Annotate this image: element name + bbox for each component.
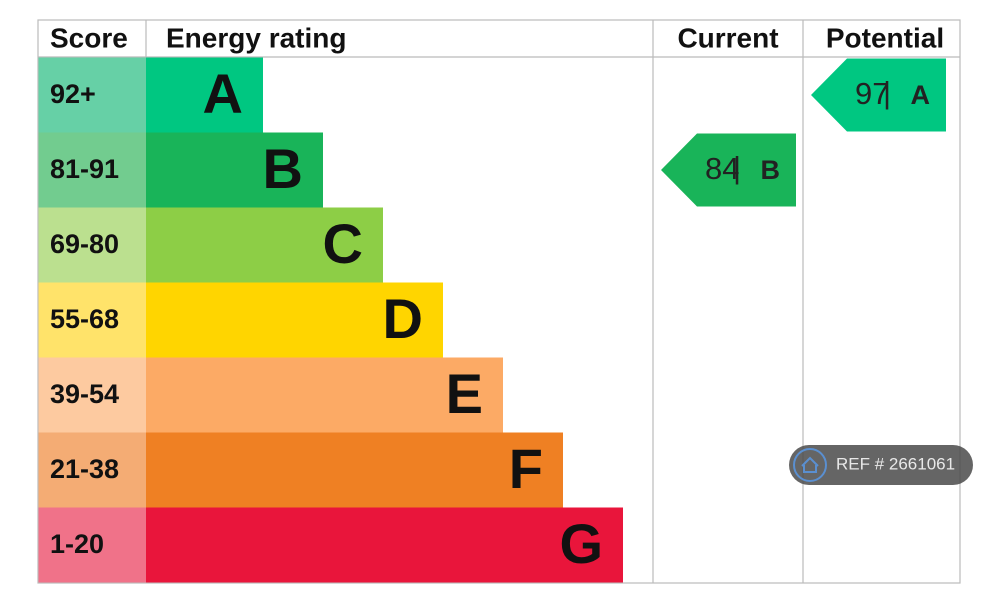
table-frame	[37, 19, 961, 584]
score-range: 92+	[50, 79, 96, 109]
score-range: 55-68	[50, 304, 119, 334]
current-score: 84	[705, 151, 739, 186]
current-letter: B	[761, 155, 781, 185]
score-cell	[38, 282, 146, 358]
badge-text: REF # 2661061	[836, 454, 955, 473]
band-bar	[146, 507, 623, 583]
potential-arrow	[811, 58, 946, 132]
band-letter: D	[383, 287, 423, 350]
score-cell	[38, 432, 146, 508]
score-range: 1-20	[50, 529, 104, 559]
potential-letter: A	[911, 80, 931, 110]
band-letter: E	[446, 362, 483, 425]
badge-house	[801, 456, 819, 473]
band-letter: C	[323, 212, 363, 275]
potential-score: 97	[855, 76, 889, 111]
header-current: Current	[677, 22, 778, 53]
badge-icon	[793, 448, 827, 482]
band-letter: B	[263, 137, 303, 200]
band-letter: G	[559, 512, 603, 575]
band-bar	[146, 282, 443, 358]
score-range: 69-80	[50, 229, 119, 259]
score-cell	[38, 357, 146, 433]
badge-bg	[789, 445, 973, 485]
score-cell	[38, 207, 146, 283]
potential-separator: |	[883, 75, 891, 110]
band-bar	[146, 432, 563, 508]
score-cell	[38, 132, 146, 208]
score-range: 39-54	[50, 379, 119, 409]
score-cell	[38, 507, 146, 583]
frame	[37, 19, 961, 584]
band-bar	[146, 132, 323, 208]
band-letter: F	[509, 437, 543, 500]
ref-badge: REF # 2661061	[789, 445, 973, 485]
band-bar	[146, 207, 383, 283]
band-bar	[146, 357, 503, 433]
score-cell	[38, 57, 146, 133]
score-range: 21-38	[50, 454, 119, 484]
band-letter: A	[203, 62, 243, 125]
score-range: 81-91	[50, 154, 119, 184]
header-score: Score	[50, 22, 128, 53]
header-potential: Potential	[826, 22, 944, 53]
current-separator: |	[733, 150, 741, 185]
band-bar	[146, 57, 263, 133]
current-arrow	[661, 133, 796, 207]
header-energy: Energy rating	[166, 22, 346, 53]
